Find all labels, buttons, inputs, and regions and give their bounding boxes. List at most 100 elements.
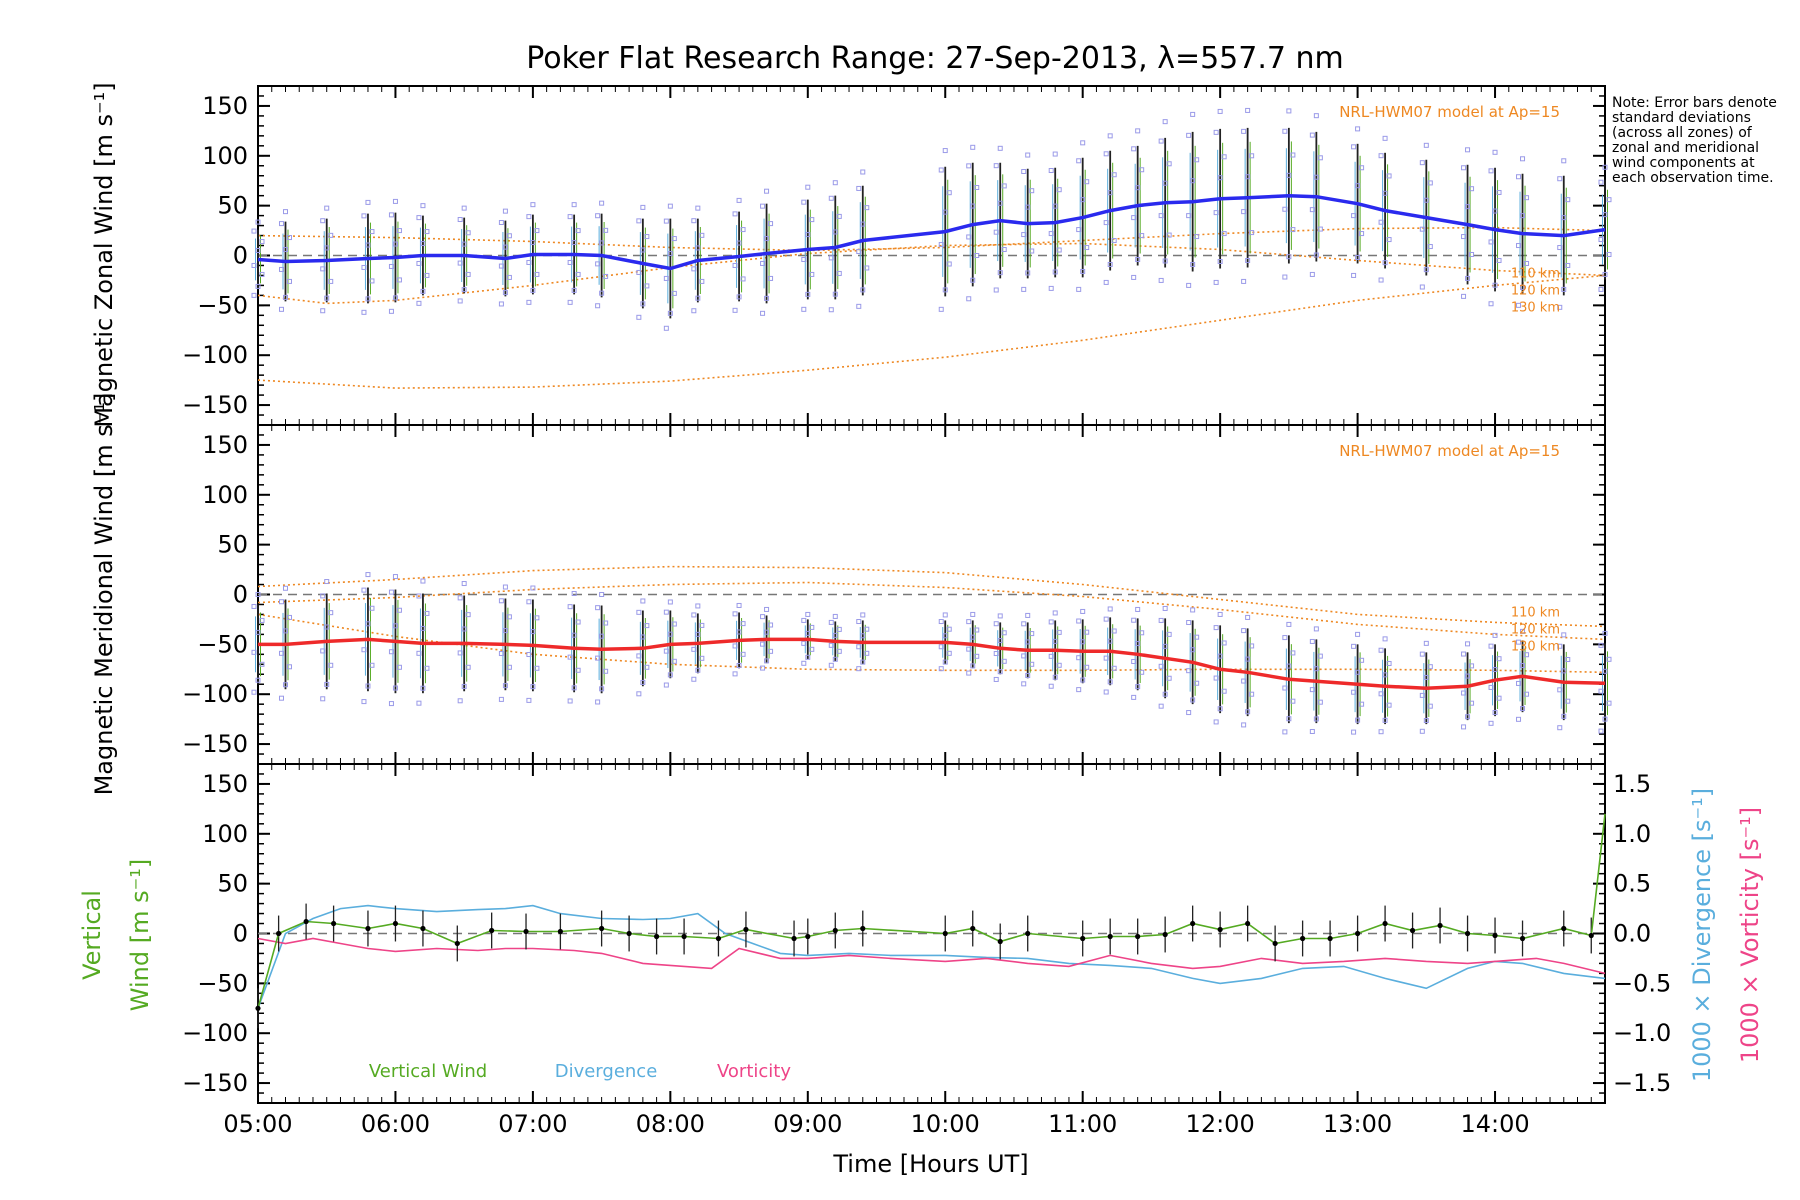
meridional-zone-marker [997, 638, 1003, 644]
zonal-zone-marker [575, 271, 581, 277]
meridional-zone-marker [1162, 643, 1168, 649]
vertical-wind-point [1272, 940, 1278, 947]
vertical-ytick-label: 50 [217, 870, 248, 898]
zonal-zone-marker [1355, 254, 1361, 260]
zonal-zone-marker [1282, 128, 1288, 134]
meridional-zone-marker [1249, 643, 1255, 649]
meridional-zone-marker [498, 598, 504, 604]
meridional-zone-marker [740, 651, 746, 657]
meridional-zone-marker [1084, 629, 1090, 635]
meridional-zone-marker [828, 662, 834, 668]
zonal-zone-marker [1056, 247, 1062, 253]
meridional-zone-marker [1419, 728, 1425, 734]
zonal-zone-marker [255, 248, 261, 254]
vertical-wind-point [1409, 927, 1416, 934]
meridional-zone-marker [663, 648, 669, 654]
vertical-wind-point [1135, 933, 1141, 940]
zonal-zone-marker [1351, 213, 1357, 219]
zonal-zone-marker [1598, 179, 1604, 185]
vertical-wind-point [1464, 930, 1471, 937]
meridional-altitude-label: 120 km [1511, 623, 1560, 638]
zonal-zone-marker [1516, 174, 1522, 180]
zonal-zone-marker [1241, 209, 1247, 215]
zonal-zone-marker [595, 213, 601, 219]
zonal-zone-marker [699, 232, 705, 238]
meridional-zone-marker [1427, 664, 1433, 670]
zonal-zone-marker [388, 308, 394, 314]
meridional-zone-marker [361, 647, 367, 653]
zonal-zone-marker [663, 325, 669, 331]
zonal-zone-marker [636, 269, 642, 275]
vertical-wind-point [276, 930, 282, 937]
meridional-zone-marker [1021, 653, 1027, 659]
meridional-zone-marker [502, 628, 508, 634]
zonal-zone-marker [1469, 186, 1475, 192]
meridional-zone-marker [1382, 717, 1388, 723]
meridional-zone-marker [255, 629, 261, 635]
meridional-model-120-km [257, 581, 1606, 641]
zonal-zone-marker [1492, 208, 1498, 214]
meridional-zone-marker [695, 631, 701, 637]
meridional-zone-marker [530, 629, 536, 635]
zonal-zone-marker [1423, 197, 1429, 203]
meridional-zone-marker [567, 698, 573, 704]
zonal-zone-marker [575, 228, 581, 234]
zonal-zone-marker [1465, 204, 1471, 210]
meridional-zone-marker [369, 605, 375, 611]
meridional-zone-marker [457, 698, 463, 704]
zonal-zone-marker [740, 227, 746, 233]
zonal-zone-marker [864, 265, 870, 271]
zonal-zone-marker [282, 294, 288, 300]
zonal-zone-marker [691, 218, 697, 224]
meridional-zone-marker [1048, 683, 1054, 689]
zonal-zone-marker [502, 244, 508, 250]
meridional-zone-marker [1103, 616, 1109, 622]
meridional-model-130-km [257, 613, 1606, 674]
zonal-zone-marker [856, 249, 862, 255]
zonal-zone-marker [255, 283, 261, 289]
zonal-zone-marker [1378, 153, 1384, 159]
zonal-zone-marker [1213, 210, 1219, 216]
zonal-zone-marker [1025, 152, 1031, 158]
vertical-ytick-label: −50 [197, 969, 248, 997]
meridional-zone-marker [1520, 662, 1526, 668]
meridional-zone-marker [595, 605, 601, 611]
zonal-zone-marker [603, 273, 609, 279]
meridional-zone-marker [993, 651, 999, 657]
zonal-zone-marker [1025, 204, 1031, 210]
zonal-zone-marker [1080, 268, 1086, 274]
zonal-zone-marker [1524, 195, 1530, 201]
zonal-zone-marker [1496, 257, 1502, 263]
zonal-zone-marker [1606, 197, 1612, 203]
zonal-zone-marker [1313, 174, 1319, 180]
meridional-zone-marker [695, 603, 701, 609]
zonal-zone-marker [667, 251, 673, 257]
meridional-zone-marker [736, 602, 742, 608]
zonal-zone-marker [970, 144, 976, 150]
meridional-zone-marker [599, 592, 605, 597]
zonal-zone-marker [420, 203, 426, 209]
zonal-zone-marker [832, 229, 838, 235]
meridional-zone-marker [286, 664, 292, 670]
zonal-zone-marker [644, 234, 650, 240]
zonal-zone-marker [416, 215, 422, 221]
meridional-zone-marker [1166, 675, 1172, 681]
zonal-zone-marker [1317, 155, 1323, 161]
zonal-zone-marker [369, 278, 375, 284]
zonal-zone-marker [1461, 234, 1467, 240]
zonal-zone-marker [1190, 261, 1196, 267]
vertical-ytick-label: 150 [202, 770, 248, 798]
zonal-zone-marker [603, 227, 609, 233]
meridional-zone-marker [420, 625, 426, 631]
zonal-ytick-label: 50 [217, 192, 248, 220]
zonal-zone-marker [365, 242, 371, 248]
vertical-wind-point [1437, 922, 1443, 929]
meridional-zone-marker [809, 646, 815, 652]
zonal-zone-marker [416, 260, 422, 266]
zonal-zone-marker [970, 277, 976, 283]
zonal-zone-marker [1080, 140, 1086, 146]
zonal-zone-marker [636, 314, 642, 320]
meridional-zone-marker [1001, 630, 1007, 636]
meridional-zone-marker [1565, 657, 1571, 663]
meridional-zone-marker [530, 684, 536, 690]
